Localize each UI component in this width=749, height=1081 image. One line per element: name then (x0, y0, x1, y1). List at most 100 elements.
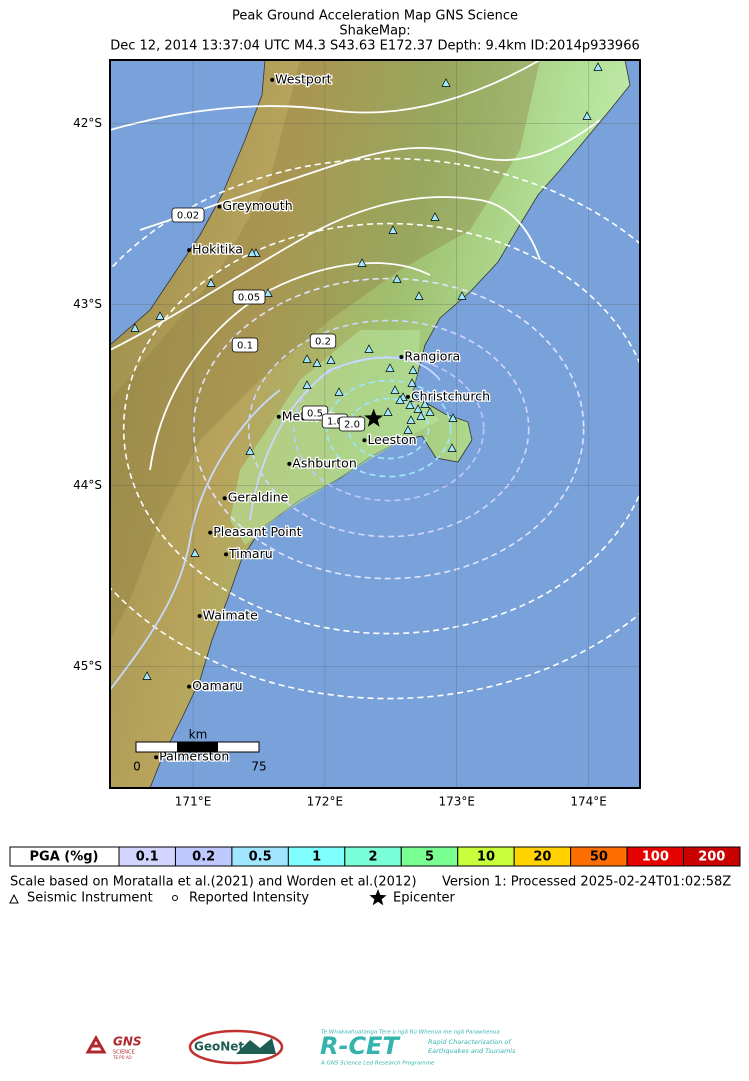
contours (110, 60, 640, 700)
intensity-label: Reported Intensity (189, 891, 309, 906)
map-frame (109, 59, 641, 789)
station (593, 62, 603, 71)
rcet-line1: Rapid Characterisation of (428, 1038, 512, 1046)
event-info: Dec 12, 2014 13:37:04 UTC M4.3 S43.63 E1… (110, 39, 639, 54)
place-marker (154, 755, 159, 760)
station (448, 413, 458, 422)
station (420, 399, 430, 408)
axes: 171°E 172°E 173°E 174°E 42°S 43°S 44°S 45°S (73, 116, 607, 809)
place-label: Westport (275, 71, 331, 86)
place-marker (276, 414, 281, 419)
place-label: Pleasant Point (213, 524, 301, 539)
place-label: Timaru (228, 546, 273, 561)
station (388, 225, 398, 234)
lon-tick-label: 173°E (438, 795, 475, 809)
intensity-symbol (172, 895, 178, 901)
place-marker (405, 394, 410, 399)
station (364, 344, 374, 353)
legend-bin-label: 0.5 (249, 850, 272, 865)
lat-tick-label: 43°S (73, 297, 102, 311)
gns-logo: GNS SCIENCE TE PŪ AO (85, 1035, 142, 1060)
legend-swatch (683, 846, 741, 867)
contour-label: 1.0 (327, 417, 343, 428)
station (334, 387, 344, 396)
geonet-logo: GeoNet (188, 1029, 284, 1065)
legend-bin-label: 200 (698, 850, 725, 865)
place-marker (208, 530, 213, 535)
station (245, 446, 255, 455)
pga-contour (110, 389, 281, 691)
rcet-name: R-CET (320, 1032, 400, 1060)
station (383, 407, 393, 416)
pga-contour (139, 119, 601, 231)
station (407, 378, 417, 387)
contour-label: 2.0 (344, 420, 360, 431)
pga-contour (110, 157, 640, 700)
station (395, 395, 405, 404)
gns-sub: SCIENCE (113, 1050, 135, 1056)
station (430, 212, 440, 221)
geonet-name: GeoNet (194, 1040, 244, 1054)
geonet-mountain (236, 1038, 276, 1054)
lat-tick-label: 44°S (73, 478, 102, 492)
legend-bin-label: 2 (369, 850, 378, 865)
pga-contour (249, 356, 441, 521)
plains (230, 330, 440, 545)
legend-bin-label: 0.2 (192, 850, 215, 865)
station (414, 291, 424, 300)
map: Westport Greymouth Hokitika Rangiora Christc… (110, 60, 640, 788)
place-label: Oamaru (192, 678, 242, 693)
scale-end: 75 (251, 760, 266, 774)
station (130, 323, 140, 332)
contour-label-box (338, 416, 366, 432)
contour-label-box (232, 289, 266, 305)
station (403, 425, 413, 434)
scale-start: 0 (133, 760, 141, 774)
scale-note: Scale based on Moratalla et al.(2021) an… (10, 875, 417, 890)
place-marker (222, 496, 227, 501)
instrument-label: Seismic Instrument (27, 891, 153, 906)
station (413, 404, 423, 413)
pga-contour (149, 262, 431, 471)
station (206, 278, 216, 287)
lat-tick-label: 45°S (73, 659, 102, 673)
legend-bin-label: 100 (642, 850, 669, 865)
geonet-ring (188, 1029, 284, 1065)
rcet-line2: Earthquakes and Tsunamis (428, 1047, 516, 1055)
mountains (110, 60, 540, 640)
station (457, 291, 467, 300)
station (416, 411, 426, 420)
pga-contour (110, 196, 541, 351)
place-label: Leeston (367, 432, 416, 447)
contour-label: 0.1 (237, 341, 253, 352)
station (302, 380, 312, 389)
station (263, 288, 273, 297)
scale-fill (177, 742, 218, 752)
contour-label-box (171, 207, 205, 223)
version: Version 1: Processed 2025-02-24T01:02:58… (442, 875, 731, 890)
graticule (110, 60, 640, 788)
epicenter-symbol (369, 889, 387, 906)
station (392, 274, 402, 283)
contour-labels: 0.02 0.05 0.1 0.2 0.5 1.0 2.0 (171, 207, 366, 432)
instrument-symbol (9, 893, 19, 904)
gns-name: GNS (113, 1035, 142, 1049)
lon-tick-label: 172°E (307, 795, 344, 809)
contour-label-box (231, 337, 259, 353)
legend-bin-label: 5 (425, 850, 434, 865)
rcet-logo: Te Whakaahuatanga Tere o ngā Rū Whenua m… (320, 1030, 516, 1067)
legend-bin-label: 1 (312, 850, 321, 865)
pga-contour (292, 355, 485, 502)
station (155, 311, 165, 320)
station (142, 671, 152, 680)
legend-bin-label: 10 (477, 850, 495, 865)
gns-maori: TE PŪ AO (112, 1055, 132, 1060)
place-label: Christchurch (411, 388, 490, 403)
contour-label: 0.2 (315, 337, 331, 348)
epicenter (364, 408, 384, 427)
legend: PGA (%g) 0.1 0.2 0.5 1 2 5 10 20 50 100 200 (9, 846, 741, 867)
contour-label: 0.5 (307, 409, 323, 420)
pga-contour (122, 222, 640, 635)
place-label: Greymouth (222, 198, 292, 213)
station (406, 415, 416, 424)
